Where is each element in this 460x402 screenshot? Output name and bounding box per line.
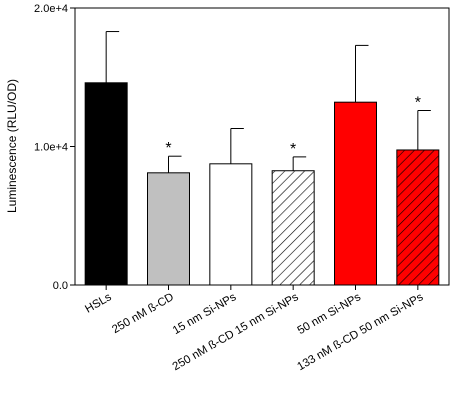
x-category-label: 250 nM ß-CD 15 nm Si-NPs [171, 291, 301, 373]
y-tick-label: 1.0e+4 [34, 142, 68, 154]
significance-marker: * [165, 140, 171, 157]
x-category-label: 250 nM ß-CD [110, 291, 176, 336]
bars [84, 31, 440, 286]
x-category-label: HSLs [83, 291, 114, 316]
x-category-label: 133 nM ß-CD 50 nm Si-NPs [295, 291, 425, 373]
y-tick-label: 2.0e+4 [34, 3, 68, 15]
bar [84, 82, 128, 286]
bar [147, 172, 190, 286]
bar [334, 101, 377, 286]
significance-marker: * [290, 141, 296, 158]
significance-marker: * [415, 94, 421, 111]
y-tick-label: 0.0 [53, 280, 68, 292]
bar [209, 163, 253, 286]
y-axis-label: Luminescence (RLU/OD) [5, 79, 19, 213]
bar [271, 170, 315, 286]
bar [396, 149, 440, 286]
axes [70, 7, 450, 290]
plot-frame [74, 7, 450, 286]
